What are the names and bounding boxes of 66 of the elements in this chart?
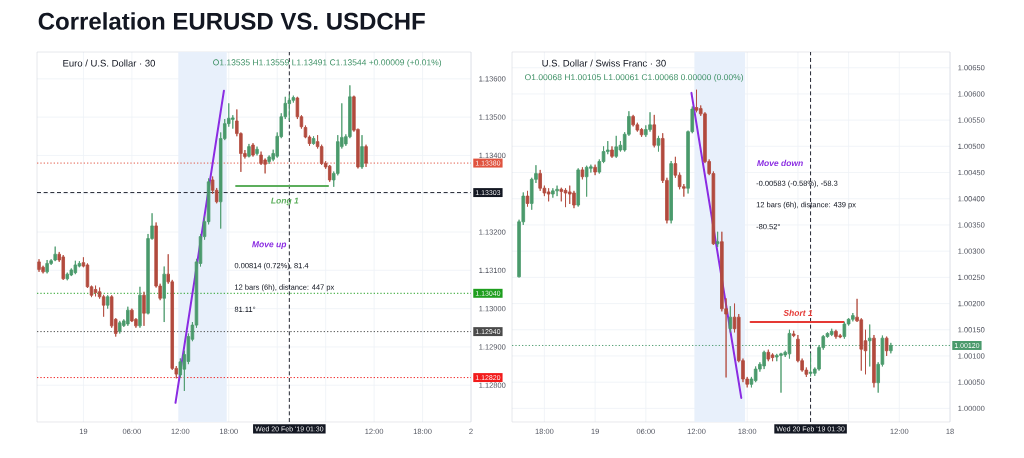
candlestick [37, 258, 41, 273]
candlestick [142, 291, 146, 327]
candlestick [255, 146, 259, 156]
candlestick [656, 135, 661, 152]
candlestick [639, 127, 644, 138]
candlestick [538, 169, 542, 192]
annotation: Move up [252, 241, 287, 249]
candlestick [555, 185, 559, 197]
annotation: Move down [757, 159, 803, 167]
candlestick [580, 166, 585, 180]
chart-title: Correlation EURUSD VS. USDCHF [38, 12, 425, 30]
candlestick [842, 321, 847, 340]
candlestick [525, 190, 530, 208]
text: U.S. Dollar / Swiss Franc · 30 [542, 59, 666, 67]
candlestick [610, 145, 614, 159]
candlestick [576, 167, 580, 208]
candlestick [251, 142, 255, 158]
candlestick [267, 154, 271, 165]
candlestick [838, 333, 842, 339]
candlestick [593, 164, 597, 176]
candlestick [551, 187, 555, 199]
candlestick [779, 352, 783, 394]
candlestick [138, 286, 142, 329]
candlestick [73, 260, 78, 275]
candlestick [311, 135, 316, 146]
candlestick [762, 350, 766, 370]
candlestick [93, 285, 98, 297]
candlestick [45, 259, 49, 274]
candlestick [872, 334, 876, 388]
candlestick [61, 254, 65, 281]
candlestick [360, 134, 364, 170]
candlestick [808, 352, 813, 377]
candlestick [53, 246, 57, 262]
candlestick [614, 135, 619, 159]
candlestick [766, 349, 771, 362]
annotation: Short 1 [783, 309, 813, 316]
candlestick [669, 160, 673, 224]
candlestick [829, 328, 834, 337]
candlestick [648, 111, 652, 133]
candlestick [770, 352, 775, 362]
annotation: O1.00068 H1.00105 L1.00061 C1.00068 0.00000 (0.00%) [525, 73, 744, 82]
candlestick [364, 144, 368, 168]
candlestick [884, 336, 889, 357]
annotation: Long 1 [271, 197, 299, 206]
candlestick [162, 266, 166, 323]
candlestick [572, 190, 576, 209]
candlestick [247, 143, 251, 158]
candlestick [715, 231, 720, 248]
candlestick [728, 305, 733, 333]
candlestick [834, 329, 838, 340]
candlestick [118, 320, 122, 334]
candlestick [65, 272, 70, 281]
candlestick [563, 187, 568, 208]
candlestick [287, 94, 292, 121]
candlestick [126, 306, 130, 327]
candlestick [652, 114, 657, 148]
candlestick [584, 165, 589, 198]
candlestick [567, 185, 572, 205]
candlestick [851, 312, 855, 322]
candlestick [546, 187, 551, 202]
candlestick [105, 294, 110, 310]
annotation: O1.13535 H1.13559 L1.13491 C1.13544 +0.00009 (+0.01%) [213, 59, 442, 68]
candlestick [327, 164, 332, 183]
candlestick [694, 89, 699, 113]
candlestick [753, 366, 758, 383]
text: Euro / U.S. Dollar · 30 [63, 59, 156, 67]
